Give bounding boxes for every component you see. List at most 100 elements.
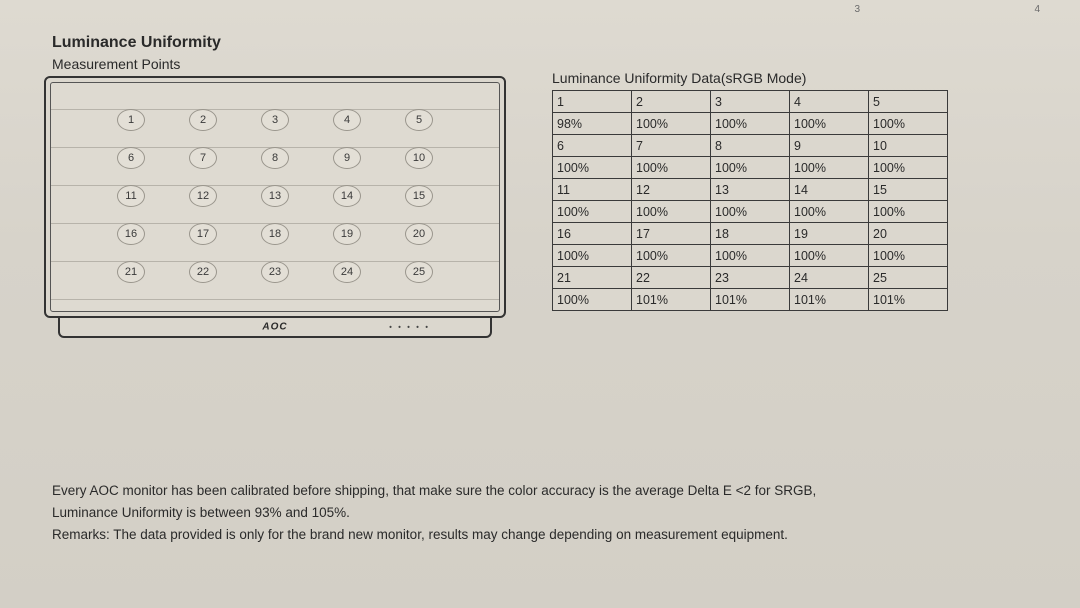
- footer-line-3: Remarks: The data provided is only for t…: [52, 524, 1020, 546]
- data-table-title: Luminance Uniformity Data(sRGB Mode): [552, 70, 806, 86]
- table-cell: 2: [632, 91, 711, 113]
- measurement-point: 20: [405, 223, 433, 245]
- page-mark-a: 3: [854, 4, 860, 15]
- table-row: 12345: [553, 91, 948, 113]
- table-cell: 8: [711, 135, 790, 157]
- table-cell: 9: [790, 135, 869, 157]
- table-cell: 100%: [711, 113, 790, 135]
- footer-line-2: Luminance Uniformity is between 93% and …: [52, 502, 1020, 524]
- table-cell: 100%: [553, 289, 632, 311]
- monitor-chin: AOC • • • • •: [58, 318, 492, 338]
- table-cell: 100%: [553, 201, 632, 223]
- table-cell: 4: [790, 91, 869, 113]
- table-cell: 22: [632, 267, 711, 289]
- footer-line-1: Every AOC monitor has been calibrated be…: [52, 480, 1020, 502]
- table-cell: 14: [790, 179, 869, 201]
- table-cell: 3: [711, 91, 790, 113]
- table-cell: 100%: [632, 245, 711, 267]
- table-cell: 24: [790, 267, 869, 289]
- measurement-point: 25: [405, 261, 433, 283]
- measurement-point: 19: [333, 223, 361, 245]
- table-row: 98%100%100%100%100%: [553, 113, 948, 135]
- table-cell: 13: [711, 179, 790, 201]
- page-mark-b: 4: [1034, 4, 1040, 15]
- measurement-point: 3: [261, 109, 289, 131]
- table-cell: 100%: [869, 245, 948, 267]
- measurement-point: 17: [189, 223, 217, 245]
- table-cell: 15: [869, 179, 948, 201]
- table-cell: 100%: [632, 113, 711, 135]
- table-cell: 25: [869, 267, 948, 289]
- table-cell: 23: [711, 267, 790, 289]
- measurement-point: 9: [333, 147, 361, 169]
- table-cell: 1: [553, 91, 632, 113]
- measurement-point: 11: [117, 185, 145, 207]
- table-cell: 10: [869, 135, 948, 157]
- point-row: 1 2 3 4 5: [51, 109, 499, 131]
- measurement-point: 5: [405, 109, 433, 131]
- point-row: 6 7 8 9 10: [51, 147, 499, 169]
- table-cell: 16: [553, 223, 632, 245]
- measurement-point: 1: [117, 109, 145, 131]
- table-row: 2122232425: [553, 267, 948, 289]
- table-cell: 100%: [790, 157, 869, 179]
- measurement-point: 14: [333, 185, 361, 207]
- table-cell: 18: [711, 223, 790, 245]
- monitor-brand-label: AOC: [262, 322, 287, 333]
- table-cell: 100%: [790, 245, 869, 267]
- luminance-data-table: 1234598%100%100%100%100%678910100%100%10…: [552, 90, 948, 311]
- table-cell: 12: [632, 179, 711, 201]
- table-cell: 101%: [711, 289, 790, 311]
- table-cell: 100%: [711, 245, 790, 267]
- table-row: 100%100%100%100%100%: [553, 201, 948, 223]
- table-cell: 6: [553, 135, 632, 157]
- point-row: 1112131415: [51, 185, 499, 207]
- footer-text: Every AOC monitor has been calibrated be…: [52, 480, 1020, 546]
- table-cell: 100%: [790, 113, 869, 135]
- table-cell: 20: [869, 223, 948, 245]
- monitor-osd-dots-icon: • • • • •: [389, 323, 430, 332]
- table-cell: 11: [553, 179, 632, 201]
- table-row: 100%100%100%100%100%: [553, 157, 948, 179]
- measurement-point: 15: [405, 185, 433, 207]
- table-cell: 100%: [711, 201, 790, 223]
- table-cell: 100%: [869, 113, 948, 135]
- monitor-bezel-outer: 1234567891011121314151617181920212223242…: [44, 76, 506, 318]
- table-cell: 21: [553, 267, 632, 289]
- table-cell: 100%: [711, 157, 790, 179]
- table-row: 100%101%101%101%101%: [553, 289, 948, 311]
- gridline: [51, 299, 499, 300]
- table-cell: 7: [632, 135, 711, 157]
- table-cell: 100%: [790, 201, 869, 223]
- measurement-point: 18: [261, 223, 289, 245]
- table-row: 1112131415: [553, 179, 948, 201]
- table-row: 100%100%100%100%100%: [553, 245, 948, 267]
- table-cell: 5: [869, 91, 948, 113]
- measurement-point: 4: [333, 109, 361, 131]
- table-cell: 98%: [553, 113, 632, 135]
- measurement-point: 23: [261, 261, 289, 283]
- table-cell: 17: [632, 223, 711, 245]
- table-cell: 100%: [869, 201, 948, 223]
- measurement-point: 7: [189, 147, 217, 169]
- measurement-point: 6: [117, 147, 145, 169]
- table-cell: 100%: [632, 201, 711, 223]
- table-cell: 19: [790, 223, 869, 245]
- measurement-points-label: Measurement Points: [52, 56, 180, 72]
- table-cell: 100%: [553, 157, 632, 179]
- measurement-point: 8: [261, 147, 289, 169]
- monitor-diagram: 1234567891011121314151617181920212223242…: [44, 76, 506, 338]
- table-row: 1617181920: [553, 223, 948, 245]
- table-cell: 101%: [790, 289, 869, 311]
- measurement-point: 10: [405, 147, 433, 169]
- point-row: 1617181920: [51, 223, 499, 245]
- measurement-point: 22: [189, 261, 217, 283]
- measurement-point: 2: [189, 109, 217, 131]
- table-cell: 101%: [632, 289, 711, 311]
- page-root: 3 4 Luminance Uniformity Measurement Poi…: [0, 0, 1080, 608]
- table-cell: 100%: [632, 157, 711, 179]
- table-cell: 100%: [553, 245, 632, 267]
- measurement-point: 24: [333, 261, 361, 283]
- table-cell: 100%: [869, 157, 948, 179]
- monitor-screen: 1234567891011121314151617181920212223242…: [50, 82, 500, 312]
